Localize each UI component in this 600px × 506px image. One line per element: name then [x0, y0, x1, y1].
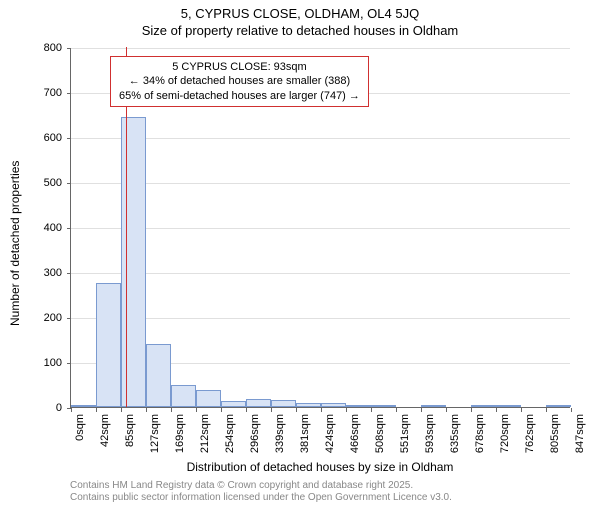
y-tick-mark	[67, 318, 71, 319]
x-tick-mark	[246, 408, 247, 412]
x-tick-mark	[396, 408, 397, 412]
histogram-bar	[221, 401, 246, 407]
x-tick-label: 296sqm	[249, 414, 261, 462]
histogram-bar	[371, 405, 396, 407]
y-axis-title: Number of detached properties	[8, 161, 22, 326]
histogram-bar	[271, 400, 296, 407]
histogram-bar	[146, 344, 171, 407]
x-tick-label: 381sqm	[299, 414, 311, 462]
histogram-bar	[96, 283, 121, 407]
x-tick-mark	[121, 408, 122, 412]
y-tick-label: 800	[22, 42, 62, 54]
x-tick-label: 720sqm	[499, 414, 511, 462]
histogram-bar	[71, 405, 96, 407]
histogram-bar	[321, 403, 346, 407]
x-tick-label: 635sqm	[449, 414, 461, 462]
x-tick-mark	[346, 408, 347, 412]
x-tick-label: 762sqm	[524, 414, 536, 462]
y-tick-label: 0	[22, 402, 62, 414]
x-tick-label: 551sqm	[399, 414, 411, 462]
footer-attribution-2: Contains public sector information licen…	[70, 492, 452, 503]
x-tick-mark	[221, 408, 222, 412]
x-tick-mark	[96, 408, 97, 412]
histogram-bar	[471, 405, 496, 407]
chart-title-subtitle: Size of property relative to detached ho…	[0, 23, 600, 38]
histogram-bar	[246, 399, 271, 407]
histogram-bar	[196, 390, 221, 407]
histogram-bar	[346, 405, 371, 407]
x-tick-label: 466sqm	[349, 414, 361, 462]
x-tick-mark	[296, 408, 297, 412]
x-tick-label: 805sqm	[549, 414, 561, 462]
x-tick-mark	[271, 408, 272, 412]
x-tick-label: 212sqm	[199, 414, 211, 462]
y-tick-label: 400	[22, 222, 62, 234]
histogram-bar	[296, 403, 321, 408]
x-tick-mark	[521, 408, 522, 412]
x-tick-label: 0sqm	[74, 414, 86, 462]
x-tick-mark	[446, 408, 447, 412]
x-tick-mark	[496, 408, 497, 412]
y-tick-mark	[67, 363, 71, 364]
annotation-line2: ← 34% of detached houses are smaller (38…	[119, 74, 360, 88]
chart-title-address: 5, CYPRUS CLOSE, OLDHAM, OL4 5JQ	[0, 6, 600, 21]
y-tick-label: 600	[22, 132, 62, 144]
x-tick-label: 508sqm	[374, 414, 386, 462]
y-tick-mark	[67, 273, 71, 274]
footer-attribution-1: Contains HM Land Registry data © Crown c…	[70, 480, 413, 491]
x-tick-mark	[546, 408, 547, 412]
histogram-bar	[496, 405, 521, 407]
x-tick-mark	[321, 408, 322, 412]
x-tick-mark	[421, 408, 422, 412]
x-tick-label: 593sqm	[424, 414, 436, 462]
y-tick-label: 200	[22, 312, 62, 324]
histogram-bar	[121, 117, 146, 407]
x-tick-label: 127sqm	[149, 414, 161, 462]
x-tick-label: 678sqm	[474, 414, 486, 462]
y-tick-mark	[67, 183, 71, 184]
y-tick-mark	[67, 93, 71, 94]
x-tick-label: 169sqm	[174, 414, 186, 462]
histogram-bar	[421, 405, 446, 407]
y-tick-mark	[67, 228, 71, 229]
y-tick-label: 700	[22, 87, 62, 99]
x-tick-label: 42sqm	[99, 414, 111, 462]
x-tick-mark	[471, 408, 472, 412]
x-tick-mark	[371, 408, 372, 412]
x-tick-mark	[171, 408, 172, 412]
x-tick-label: 254sqm	[224, 414, 236, 462]
x-tick-label: 85sqm	[124, 414, 136, 462]
histogram-bar	[546, 405, 571, 407]
histogram-bar	[171, 385, 196, 407]
y-tick-label: 100	[22, 357, 62, 369]
annotation-line1: 5 CYPRUS CLOSE: 93sqm	[119, 60, 360, 74]
annotation-callout: 5 CYPRUS CLOSE: 93sqm← 34% of detached h…	[110, 56, 369, 107]
x-tick-mark	[146, 408, 147, 412]
y-tick-mark	[67, 48, 71, 49]
annotation-line3: 65% of semi-detached houses are larger (…	[119, 89, 360, 103]
x-tick-label: 339sqm	[274, 414, 286, 462]
x-axis-title: Distribution of detached houses by size …	[70, 460, 570, 474]
gridline	[71, 48, 570, 49]
x-tick-mark	[571, 408, 572, 412]
y-tick-mark	[67, 138, 71, 139]
y-tick-label: 300	[22, 267, 62, 279]
x-tick-label: 424sqm	[324, 414, 336, 462]
x-tick-mark	[71, 408, 72, 412]
x-tick-mark	[196, 408, 197, 412]
x-tick-label: 847sqm	[574, 414, 586, 462]
y-tick-label: 500	[22, 177, 62, 189]
